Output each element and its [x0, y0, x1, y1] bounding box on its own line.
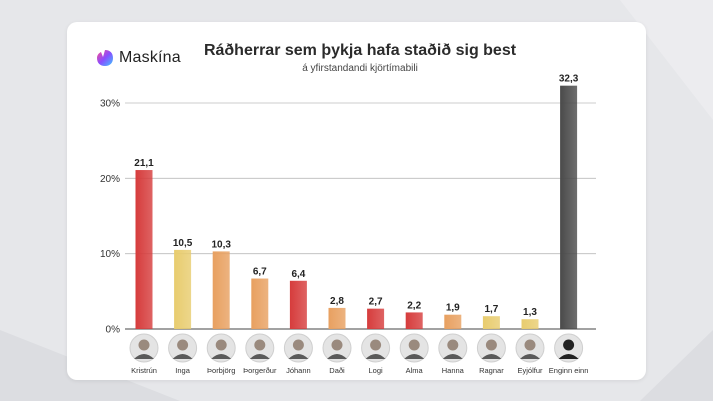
avatar-head	[485, 339, 497, 351]
avatar-body	[520, 354, 540, 359]
category-label: Kristrún	[131, 366, 157, 375]
category-label: Logi	[369, 366, 384, 375]
avatar-body	[327, 354, 347, 359]
avatar-head	[524, 339, 536, 351]
chart-subtitle: á yfirstandandi kjörtímabili	[302, 63, 418, 74]
avatar-body	[288, 354, 309, 359]
bar-5	[289, 280, 307, 329]
avatar-body	[134, 354, 154, 359]
bar-7	[367, 308, 385, 329]
avatar-head	[177, 339, 189, 351]
category-label: Ragnar	[479, 366, 504, 375]
category-label: Enginn einn	[549, 366, 589, 375]
avatar-body	[365, 354, 386, 359]
bar-3	[212, 251, 230, 329]
value-label: 10,3	[211, 239, 231, 250]
bar-1	[135, 170, 153, 329]
avatar-head	[408, 339, 420, 351]
bar-2	[174, 249, 192, 329]
avatar-head	[292, 339, 304, 351]
category-label: Inga	[175, 366, 190, 375]
avatar-body	[442, 354, 463, 359]
brand-name: Maskína	[119, 49, 181, 66]
value-label: 2,8	[330, 296, 344, 307]
value-label: 1,9	[446, 303, 460, 314]
value-label: 10,5	[173, 238, 193, 249]
value-label: 1,3	[523, 307, 537, 318]
y-tick-label: 30%	[100, 99, 120, 110]
avatar-head	[370, 339, 382, 351]
bar-12	[560, 85, 578, 329]
avatar-body	[249, 354, 270, 359]
value-label: 2,2	[407, 300, 421, 311]
category-label: Þorgerður	[243, 366, 277, 375]
category-label: Hanna	[442, 366, 465, 375]
y-tick-label: 10%	[100, 249, 120, 260]
chart-title: Ráðherrar sem þykja hafa staðið sig best	[203, 42, 517, 59]
y-tick-label: 20%	[100, 174, 120, 185]
value-label: 21,1	[134, 158, 154, 169]
bar-6	[328, 307, 346, 329]
maskina-logo-icon	[97, 50, 113, 66]
avatar-head	[215, 339, 227, 351]
avatar-body	[404, 354, 425, 359]
brand-logo: Maskína	[96, 47, 181, 69]
avatar-body	[481, 354, 502, 359]
avatar-body	[211, 354, 232, 359]
avatar-head	[254, 339, 266, 351]
value-label: 32,3	[559, 74, 579, 85]
avatar-body	[172, 354, 193, 359]
avatar-head	[138, 339, 150, 351]
category-label: Eyjólfur	[517, 366, 543, 375]
bar-4	[251, 278, 269, 329]
value-label: 6,4	[291, 269, 305, 280]
avatar-body	[558, 354, 579, 359]
value-label: 2,7	[369, 297, 383, 308]
avatar-head	[563, 339, 575, 351]
category-label: Alma	[406, 366, 424, 375]
avatar-head	[331, 339, 343, 351]
category-label: Jóhann	[286, 366, 311, 375]
value-label: 1,7	[484, 304, 498, 315]
category-label: Daði	[329, 366, 345, 375]
bar-8	[405, 312, 423, 329]
value-label: 6,7	[253, 267, 267, 278]
bar-9	[444, 314, 462, 329]
chart-card	[67, 22, 646, 380]
y-tick-label: 0%	[106, 325, 121, 336]
bar-10	[482, 316, 500, 329]
avatar-head	[447, 339, 459, 351]
category-label: Þorbjörg	[207, 366, 235, 375]
bar-11	[521, 319, 539, 329]
